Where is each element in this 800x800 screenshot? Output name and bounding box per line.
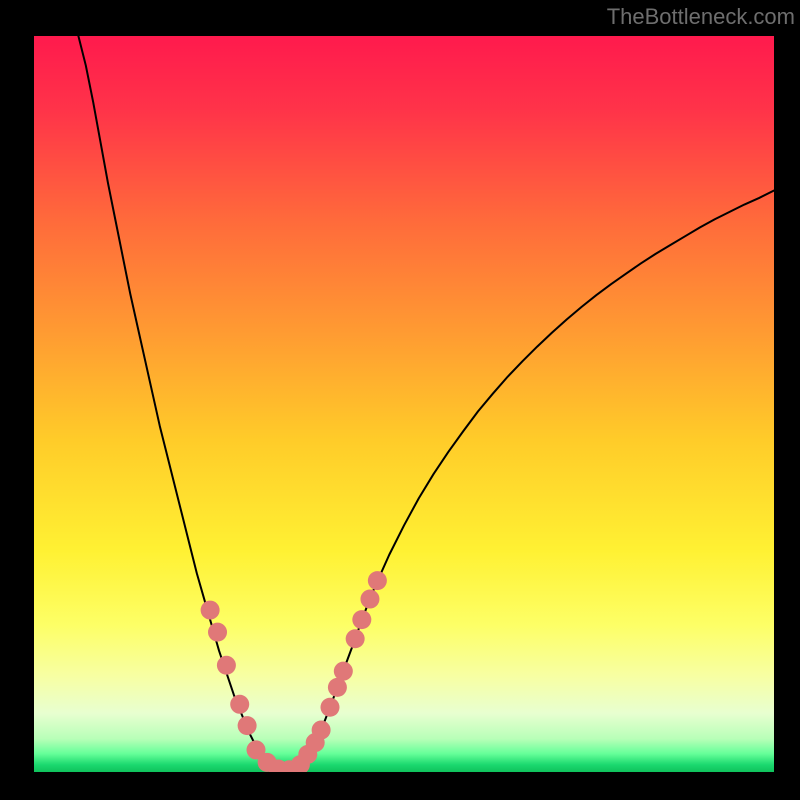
watermark-text: TheBottleneck.com [607,4,795,30]
gradient-background [34,36,774,772]
chart-container: { "meta": { "width": 800, "height": 800,… [0,0,800,800]
plot-area [34,36,774,772]
